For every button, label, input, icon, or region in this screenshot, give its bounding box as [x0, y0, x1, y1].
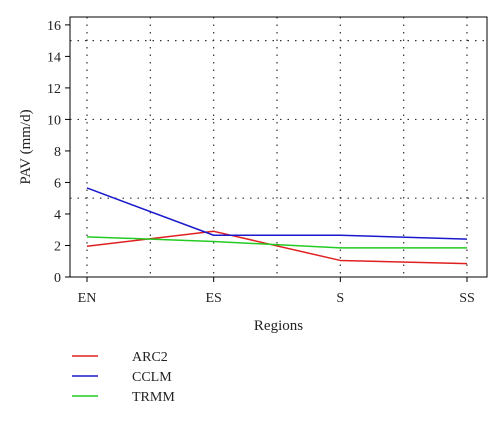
- x-tick-label: ES: [205, 291, 221, 306]
- y-tick-label: 14: [47, 50, 61, 65]
- legend-label: ARC2: [132, 350, 168, 365]
- y-tick-label: 8: [54, 145, 61, 160]
- legend-item: CCLM: [72, 370, 172, 385]
- legend-label: CCLM: [132, 370, 172, 385]
- series-layer: [86, 187, 468, 265]
- x-axis-ticks: EN ES S SS: [78, 277, 475, 306]
- y-axis-title: PAV (mm/d): [18, 109, 34, 184]
- x-tick-label: SS: [459, 291, 475, 306]
- y-tick-label: 2: [54, 239, 61, 254]
- series-line-trmm: [86, 236, 467, 249]
- y-tick-label: 12: [47, 82, 61, 97]
- y-tick-label: 6: [54, 176, 61, 191]
- x-tick-label: S: [336, 291, 344, 306]
- plot-frame: [69, 16, 488, 278]
- series-line-cclm: [86, 187, 468, 240]
- y-tick-label: 16: [47, 19, 61, 34]
- x-tick-label: EN: [78, 291, 97, 306]
- legend: ARC2 CCLM TRMM: [72, 350, 175, 405]
- legend-item: ARC2: [72, 350, 168, 365]
- y-axis-ticks: 0 2 4 6 8 10 12 14 16: [47, 19, 70, 286]
- y-tick-label: 10: [47, 113, 61, 128]
- legend-label: TRMM: [132, 390, 175, 405]
- y-tick-label: 0: [54, 271, 61, 286]
- y-tick-label: 4: [54, 208, 61, 223]
- legend-item: TRMM: [72, 390, 175, 405]
- x-axis-title: Regions: [254, 318, 303, 334]
